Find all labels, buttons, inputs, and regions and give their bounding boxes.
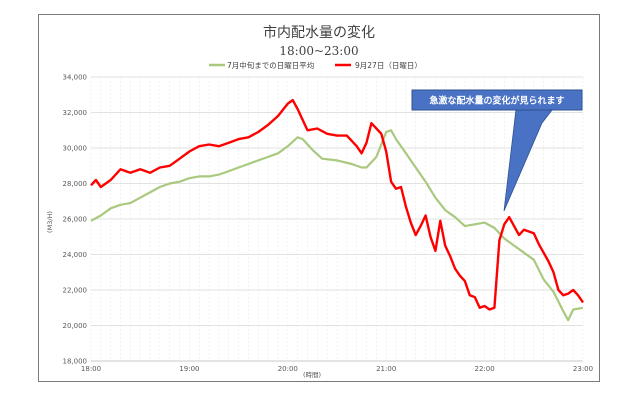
chart-subtitle: 18:00~23:00 xyxy=(279,44,358,58)
annotation-box xyxy=(411,89,583,111)
chart-frame: 18,000 20,000 22,000 24,000 26,000 28,000 30,0… xyxy=(38,14,600,382)
annotation-pointer xyxy=(503,100,560,212)
chart: 18,000 20,000 22,000 24,000 26,000 28,000 30,0… xyxy=(46,24,593,379)
series-line-sep27 xyxy=(90,98,584,311)
x-axis-label: (時間) xyxy=(303,371,321,379)
y-tick-label: 32,000 xyxy=(63,109,88,117)
y-tick-label: 22,000 xyxy=(63,287,88,295)
annotation-callout: 急激な配水量の変化が見られます xyxy=(411,89,583,212)
y-tick-label: 20,000 xyxy=(63,322,88,330)
x-tick-label: 23:00 xyxy=(573,365,593,373)
y-axis-label: (M3/H) xyxy=(46,211,54,233)
x-tick-label: 21:00 xyxy=(376,365,396,373)
x-tick-label: 19:00 xyxy=(179,365,199,373)
annotation-text: 急激な配水量の変化が見られます xyxy=(429,95,564,107)
legend-label-sep27: 9月27日（日曜日） xyxy=(355,61,422,70)
legend: 7月中旬までの日曜日平均 9月27日（日曜日） xyxy=(209,60,422,70)
x-tick-label: 20:00 xyxy=(278,365,298,373)
chart-title: 市内配水量の変化 xyxy=(263,24,375,41)
y-tick-label: 34,000 xyxy=(63,74,88,82)
y-tick-label: 26,000 xyxy=(63,216,88,224)
x-tick-labels: 18:00 19:00 20:00 21:00 22:00 23:00 xyxy=(81,365,593,373)
grid-lines-x xyxy=(90,77,584,362)
y-tick-label: 30,000 xyxy=(63,145,88,153)
y-tick-label: 24,000 xyxy=(63,251,88,259)
legend-label-average: 7月中旬までの日曜日平均 xyxy=(227,60,314,70)
y-tick-label: 28,000 xyxy=(63,180,88,188)
y-tick-label: 18,000 xyxy=(63,358,88,366)
series-layer xyxy=(90,98,584,322)
series-line-average xyxy=(90,129,584,322)
x-tick-label: 18:00 xyxy=(81,365,101,373)
x-tick-label: 22:00 xyxy=(475,365,495,373)
y-tick-labels: 18,000 20,000 22,000 24,000 26,000 28,000 30,0… xyxy=(63,74,88,366)
